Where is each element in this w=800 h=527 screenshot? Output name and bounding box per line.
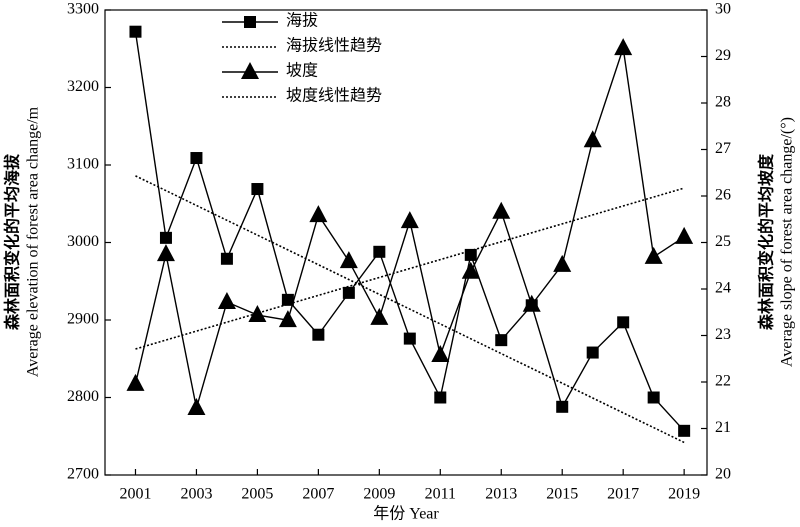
marker [373, 245, 386, 258]
y-tick-label: 3000 [67, 233, 99, 250]
marker [583, 130, 602, 148]
marker [159, 231, 172, 244]
y-tick-label: 2800 [67, 388, 99, 405]
marker [309, 205, 328, 223]
marker [492, 201, 511, 219]
y2-tick-label: 29 [715, 47, 731, 64]
marker [312, 328, 325, 341]
marker [281, 293, 294, 306]
marker [217, 292, 236, 310]
y-axis-label: 森林面积变化的平均海拔 [3, 153, 22, 330]
marker [617, 316, 630, 329]
marker [647, 391, 660, 404]
x-tick-label: 2011 [425, 486, 456, 503]
y2-axis-label: 森林面积变化的平均坡度 [757, 153, 776, 330]
series-line [134, 31, 685, 432]
marker [556, 400, 569, 413]
x-tick-label: 2017 [607, 486, 639, 503]
y2-tick-label: 23 [715, 326, 731, 343]
y2-tick-label: 21 [715, 419, 731, 436]
x-tick-label: 2015 [546, 486, 578, 503]
marker [190, 152, 203, 165]
marker [248, 305, 267, 323]
y2-tick-label: 26 [715, 187, 731, 204]
x-axis-label: 年份 Year [373, 505, 439, 523]
marker [614, 38, 633, 56]
marker [129, 25, 142, 38]
x-tick-label: 2005 [241, 486, 273, 503]
y2-tick-label: 20 [715, 466, 731, 483]
y2-tick-label: 28 [715, 94, 731, 111]
y-tick-label: 2900 [67, 311, 99, 328]
x-tick-label: 2013 [485, 486, 517, 503]
legend-label: 坡度线性趋势 [286, 87, 382, 105]
marker [675, 226, 694, 244]
marker [342, 286, 355, 299]
marker [464, 248, 477, 261]
legend-label: 坡度 [286, 62, 318, 80]
y2-axis-label: Average slope of forest area change/(°) [779, 117, 796, 367]
trend-line [135, 187, 685, 350]
marker [522, 294, 541, 312]
legend-label: 海拔线性趋势 [286, 37, 382, 55]
marker [434, 391, 447, 404]
x-tick-label: 2019 [668, 486, 700, 503]
marker [278, 310, 297, 328]
y2-tick-label: 27 [715, 140, 731, 157]
marker [678, 424, 691, 437]
y-tick-label: 2700 [67, 466, 99, 483]
y-tick-label: 3300 [67, 1, 99, 18]
y-tick-label: 3200 [67, 78, 99, 95]
y-tick-label: 3100 [67, 156, 99, 173]
marker [403, 332, 416, 345]
marker [156, 244, 175, 262]
marker [339, 251, 358, 269]
marker [431, 345, 450, 363]
marker [126, 373, 145, 391]
marker [495, 334, 508, 347]
marker [220, 252, 233, 265]
legend-marker [241, 62, 259, 79]
trend-line [135, 175, 685, 444]
marker [251, 183, 264, 196]
y2-tick-label: 30 [715, 1, 731, 18]
marker [461, 261, 480, 279]
legend-label: 海拔 [286, 12, 318, 30]
y2-tick-label: 22 [715, 373, 731, 390]
marker [553, 254, 572, 272]
y-axis-label: Average elevation of forest area change/… [25, 106, 42, 377]
x-tick-label: 2009 [363, 486, 395, 503]
x-tick-label: 2007 [302, 486, 334, 503]
x-tick-label: 2001 [119, 486, 151, 503]
x-tick-label: 2003 [180, 486, 212, 503]
legend-marker [244, 16, 256, 28]
marker [370, 307, 389, 325]
marker [586, 346, 599, 359]
marker [644, 246, 663, 264]
y2-tick-label: 25 [715, 233, 731, 250]
marker [187, 398, 206, 416]
marker [400, 211, 419, 229]
y2-tick-label: 24 [715, 280, 731, 297]
